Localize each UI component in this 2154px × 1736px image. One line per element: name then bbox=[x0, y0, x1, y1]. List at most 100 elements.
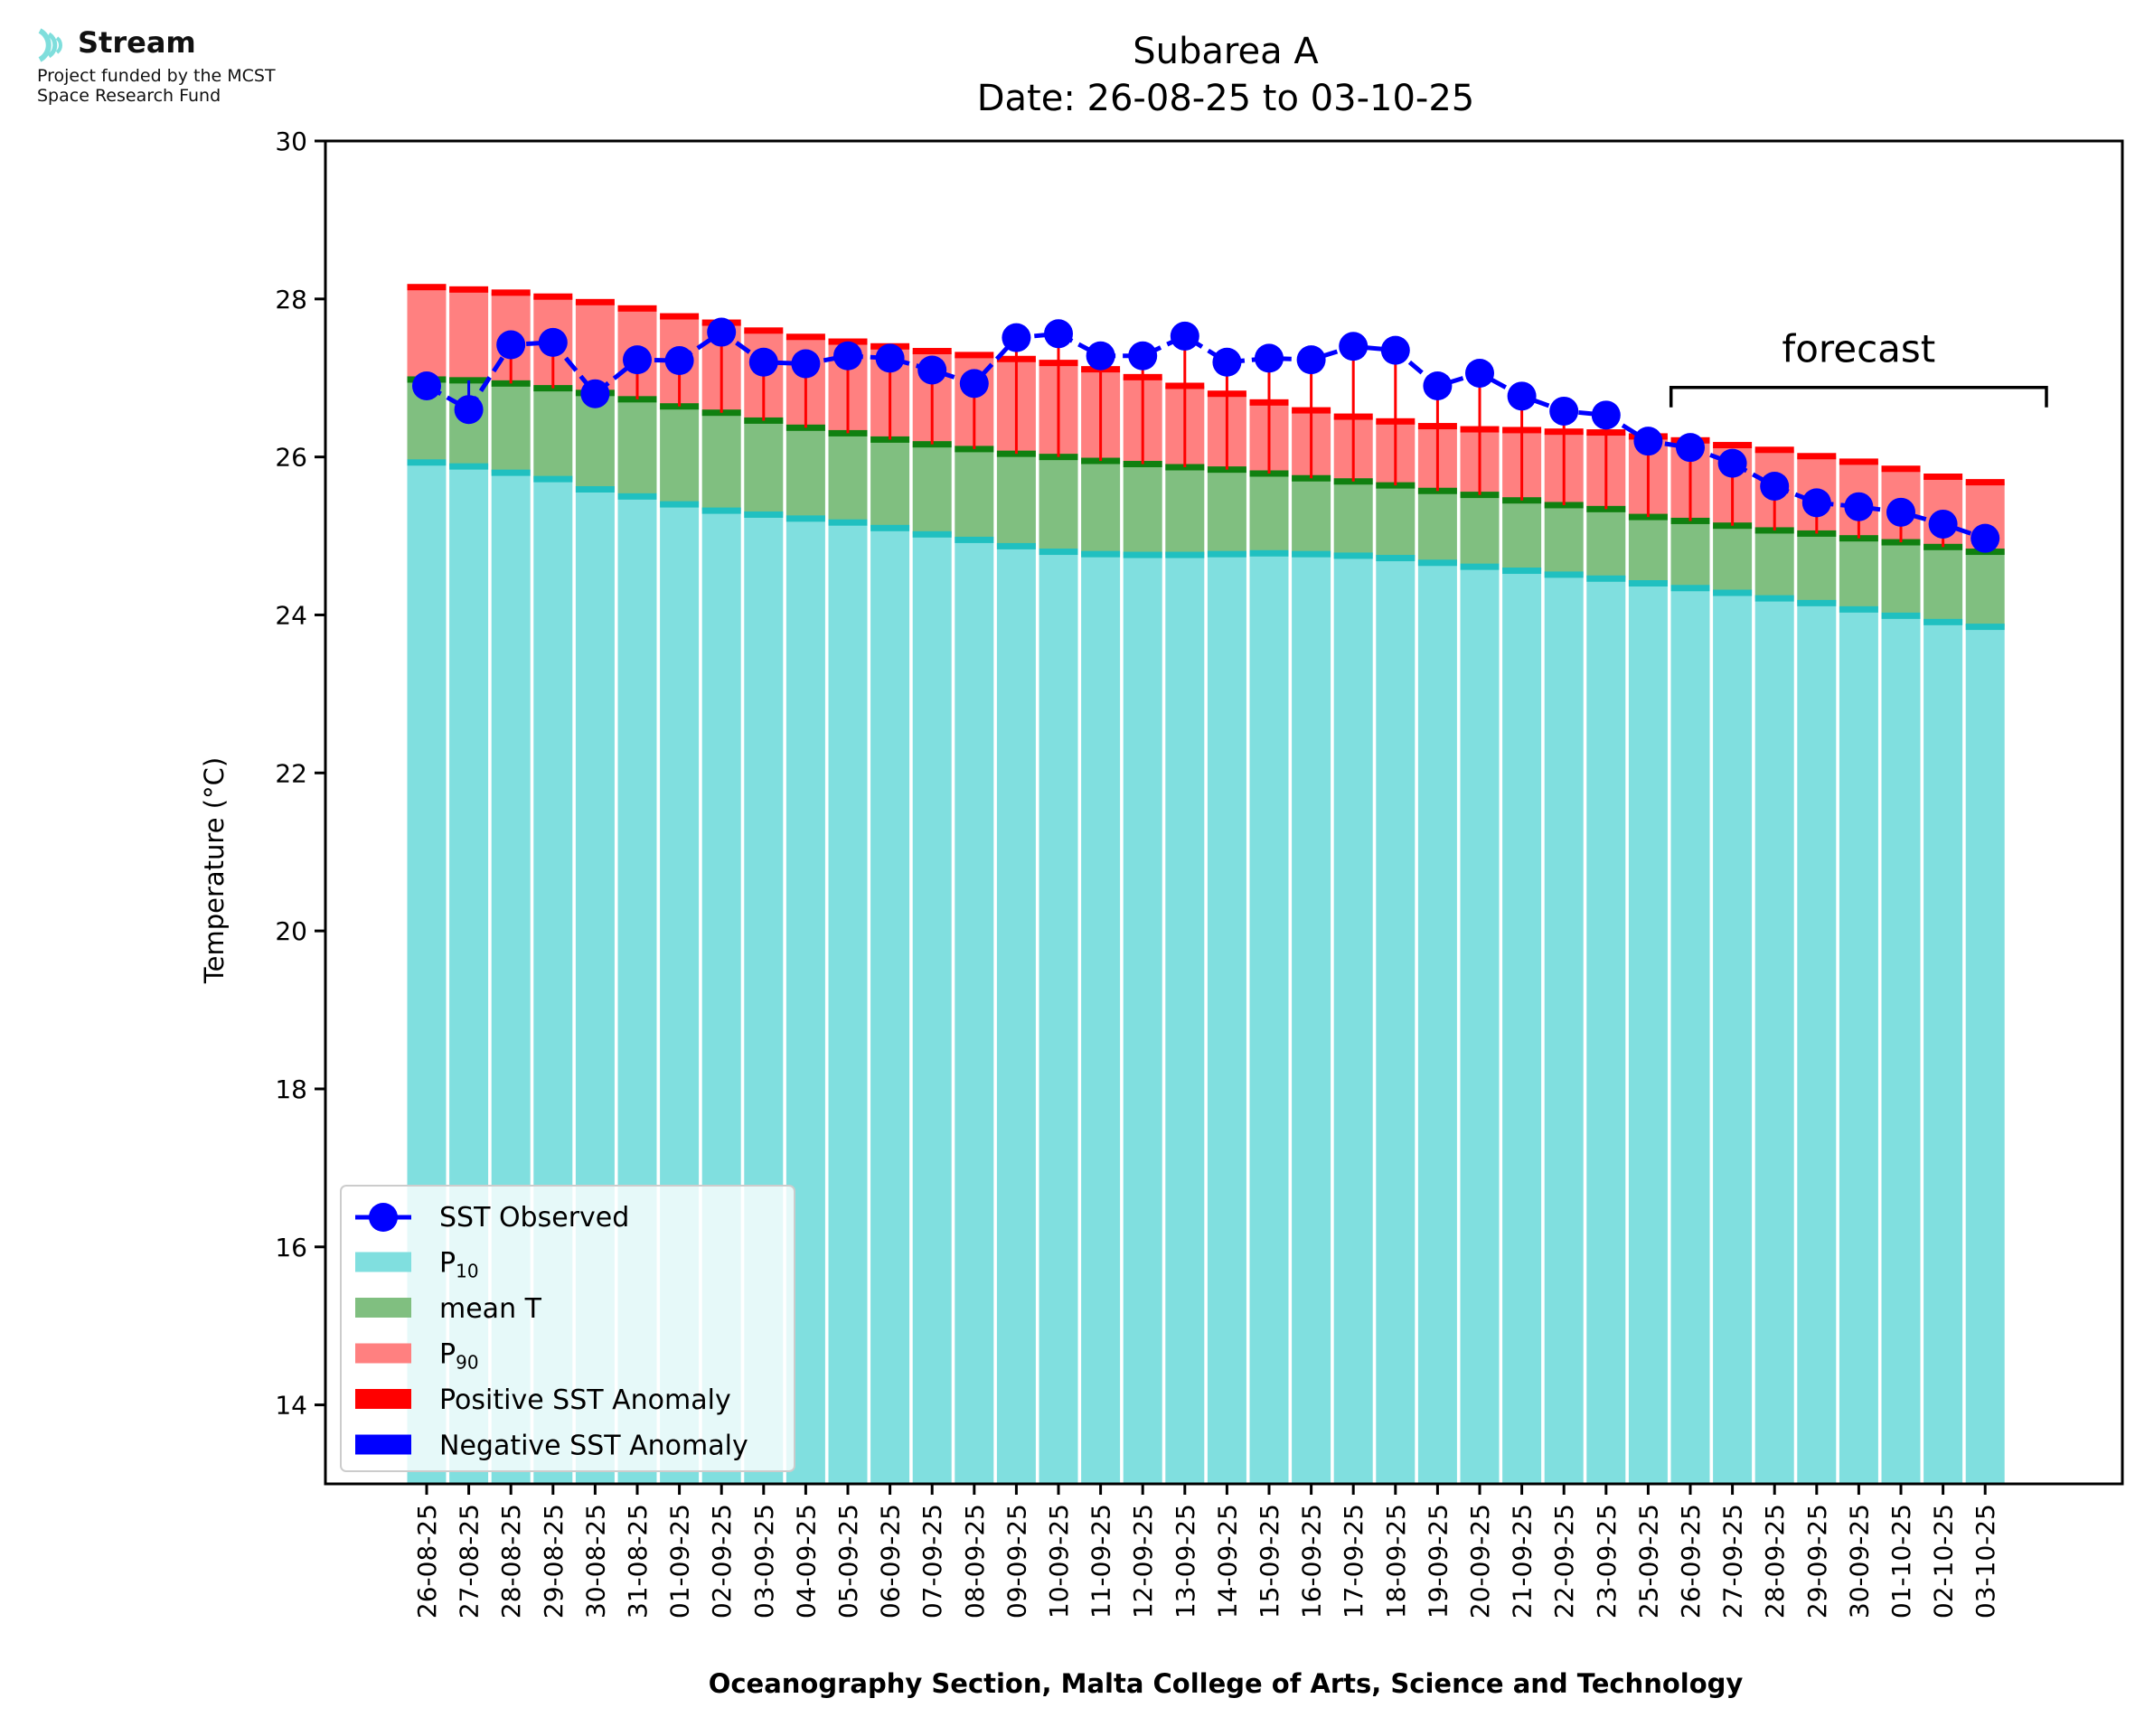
x-tick-label: 08-09-25 bbox=[960, 1504, 990, 1619]
bar-mean-t bbox=[1754, 530, 1794, 599]
y-tick-label: 18 bbox=[275, 1074, 307, 1104]
sst-observed-point bbox=[412, 371, 441, 400]
bar-p10 bbox=[1502, 570, 1542, 1484]
sst-observed-point bbox=[1086, 341, 1115, 371]
sst-observed-point bbox=[917, 355, 947, 385]
sst-observed-point bbox=[1676, 433, 1705, 463]
sst-observed-point bbox=[1339, 332, 1369, 361]
bar-p10-top bbox=[1797, 599, 1837, 606]
bar-p10-top bbox=[1039, 549, 1078, 556]
bar-p10 bbox=[1081, 554, 1121, 1484]
sst-observed-point bbox=[1128, 341, 1158, 371]
bar-p90-top bbox=[1754, 446, 1794, 454]
x-tick-label: 12-09-25 bbox=[1128, 1504, 1158, 1619]
sst-observed-point bbox=[1465, 358, 1494, 388]
legend-sst-marker bbox=[369, 1203, 398, 1232]
bar-mean-t bbox=[1586, 509, 1626, 579]
bar-mean-t bbox=[1292, 478, 1331, 555]
legend-p10-main: P bbox=[439, 1248, 456, 1280]
sst-observed-point bbox=[1380, 335, 1410, 365]
bar-p10-top bbox=[1754, 595, 1794, 602]
bar-p10-top bbox=[575, 485, 615, 493]
bar-p10 bbox=[1586, 578, 1626, 1484]
bar-p10 bbox=[1924, 622, 1963, 1484]
x-tick-label: 25-09-25 bbox=[1633, 1504, 1663, 1619]
x-tick-label: 10-09-25 bbox=[1044, 1504, 1074, 1619]
sst-observed-point bbox=[1296, 345, 1326, 375]
legend-p10-subscript: 10 bbox=[456, 1261, 478, 1282]
bar-mean-t bbox=[701, 412, 741, 511]
forecast-annotation: forecast bbox=[1669, 327, 2048, 408]
sst-observed-point bbox=[1255, 343, 1284, 373]
bar-mean-t bbox=[1333, 481, 1373, 556]
x-tick-label: 07-09-25 bbox=[917, 1504, 947, 1619]
sst-observed-point bbox=[707, 317, 737, 347]
bar-p10-top bbox=[660, 501, 700, 508]
legend-p10-swatch bbox=[355, 1252, 411, 1272]
bar-p90 bbox=[407, 286, 447, 380]
bar-mean-t bbox=[1039, 456, 1078, 552]
bar-p10-top bbox=[1713, 589, 1753, 596]
legend-box bbox=[340, 1185, 795, 1472]
bar-mean-t bbox=[1460, 494, 1500, 568]
bar-p10 bbox=[1417, 562, 1457, 1484]
bar-p10 bbox=[1207, 554, 1246, 1484]
bar-p10-top bbox=[828, 519, 868, 526]
bar-mean-t bbox=[1628, 517, 1668, 584]
bar-p90-top bbox=[1881, 465, 1921, 473]
bar-p90-top bbox=[785, 333, 825, 341]
y-tick-label: 24 bbox=[275, 600, 307, 630]
plot-area bbox=[407, 284, 2005, 1485]
legend-positive-anomaly-swatch bbox=[355, 1389, 411, 1409]
bar-p10 bbox=[828, 522, 868, 1484]
sst-observed-point bbox=[1044, 319, 1073, 349]
stream-logo: Stream Project funded by the MCST Space … bbox=[33, 23, 276, 105]
y-tick-label: 22 bbox=[275, 758, 307, 788]
bar-p10 bbox=[1165, 555, 1205, 1485]
bar-p10-top bbox=[407, 459, 447, 466]
bar-p10 bbox=[1376, 558, 1416, 1484]
x-tick-label: 17-09-25 bbox=[1339, 1504, 1369, 1619]
x-tick-label: 01-09-25 bbox=[665, 1504, 695, 1619]
bar-mean-t bbox=[1839, 538, 1878, 610]
bar-mean-t bbox=[1417, 491, 1457, 563]
x-tick-label: 28-08-25 bbox=[496, 1504, 526, 1619]
x-tick-label: 01-10-25 bbox=[1886, 1504, 1916, 1619]
sst-observed-point bbox=[1591, 400, 1621, 430]
bar-p10-top bbox=[1249, 549, 1289, 557]
bar-mean-t bbox=[660, 406, 700, 505]
bar-p10-top bbox=[955, 536, 994, 543]
bar-mean-t bbox=[617, 399, 657, 497]
bar-mean-t bbox=[1207, 469, 1246, 555]
bar-mean-t bbox=[1123, 464, 1162, 556]
bar-p10-top bbox=[1502, 568, 1542, 575]
x-tick-label: 15-09-25 bbox=[1255, 1504, 1284, 1619]
bar-p90-top bbox=[912, 348, 952, 355]
bar-mean-t bbox=[1502, 500, 1542, 571]
bar-p90-top bbox=[491, 289, 531, 296]
funding-line-1: Project funded by the MCST bbox=[37, 66, 276, 86]
forecast-bracket bbox=[1669, 385, 2048, 408]
bar-p10 bbox=[955, 540, 994, 1484]
x-tick-label: 03-10-25 bbox=[1971, 1504, 2000, 1619]
bar-p90-top bbox=[1797, 453, 1837, 460]
x-tick-label: 09-09-25 bbox=[1002, 1504, 1031, 1619]
bar-p10 bbox=[1881, 615, 1921, 1484]
legend-p10-label: P10 bbox=[439, 1248, 479, 1282]
x-tick-label: 22-09-25 bbox=[1549, 1504, 1579, 1619]
bar-mean-t bbox=[1081, 461, 1121, 555]
bar-p10 bbox=[1670, 587, 1710, 1484]
sst-observed-point bbox=[1971, 523, 2000, 553]
bar-p90-top bbox=[660, 313, 700, 320]
bar-p90-top bbox=[744, 327, 784, 334]
bar-p90-top bbox=[407, 284, 447, 291]
y-tick-label: 20 bbox=[275, 916, 307, 946]
bar-mean-t bbox=[912, 444, 952, 535]
bar-mean-t bbox=[1544, 504, 1584, 575]
bar-p10 bbox=[1544, 574, 1584, 1484]
x-tick-label: 11-09-25 bbox=[1086, 1504, 1116, 1619]
bar-p10 bbox=[912, 534, 952, 1485]
sst-observed-point bbox=[623, 345, 652, 375]
sst-observed-point bbox=[1760, 471, 1790, 501]
